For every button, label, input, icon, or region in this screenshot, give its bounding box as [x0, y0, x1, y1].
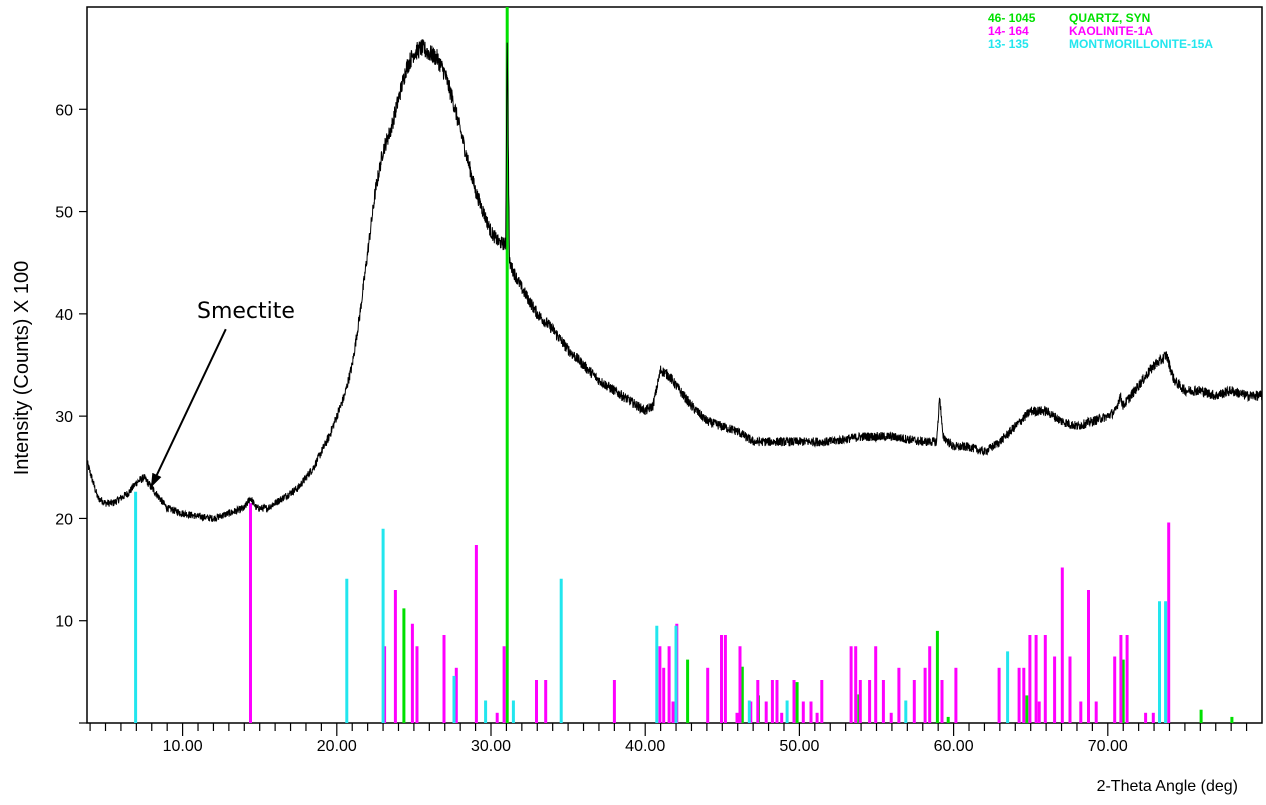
diffraction-pattern	[86, 39, 1263, 523]
legend-name: MONTMORILLONITE-15A	[1069, 37, 1213, 51]
x-tick-label: 50.00	[779, 738, 819, 755]
axes: 10 20 30 40 50 60 10.00 20.00 30.00 40.00 50.00 60.…	[55, 102, 1248, 755]
reference-bars	[134, 7, 1234, 723]
ref-series-2	[134, 491, 1168, 723]
legend: 46- 1045 QUARTZ, SYN 14- 164 KAOLINITE-1A 13…	[988, 11, 1213, 51]
pattern-line	[86, 39, 1263, 523]
x-tick-label: 60.00	[934, 738, 974, 755]
y-tick-label: 30	[55, 409, 73, 426]
annotation-arrow	[150, 328, 227, 488]
y-tick-label: 40	[55, 307, 73, 324]
annotation: Smectite	[150, 299, 295, 488]
x-tick-label: 20.00	[317, 738, 357, 755]
y-tick-label: 50	[55, 205, 73, 222]
x-axis-title: 2-Theta Angle (deg)	[1097, 778, 1238, 795]
x-tick-label: 70.00	[1088, 738, 1128, 755]
legend-name: KAOLINITE-1A	[1069, 24, 1153, 38]
x-tick-label: 30.00	[471, 738, 511, 755]
legend-card: 13- 135	[988, 37, 1029, 51]
ref-series-1	[249, 503, 1171, 723]
legend-card: 46- 1045	[988, 11, 1036, 25]
legend-card: 14- 164	[988, 24, 1029, 38]
annotation-label: Smectite	[197, 299, 295, 324]
y-tick-label: 60	[55, 102, 73, 119]
plot-frame	[86, 6, 1263, 724]
plot-area	[86, 6, 1263, 724]
legend-name: QUARTZ, SYN	[1069, 11, 1150, 25]
x-tick-label: 10.00	[163, 738, 203, 755]
x-tick-label: 40.00	[625, 738, 665, 755]
y-tick-label: 10	[55, 614, 73, 631]
ref-series-0	[402, 7, 1234, 723]
y-axis-title: Intensity (Counts) X 100	[11, 261, 33, 476]
y-tick-label: 20	[55, 511, 73, 528]
